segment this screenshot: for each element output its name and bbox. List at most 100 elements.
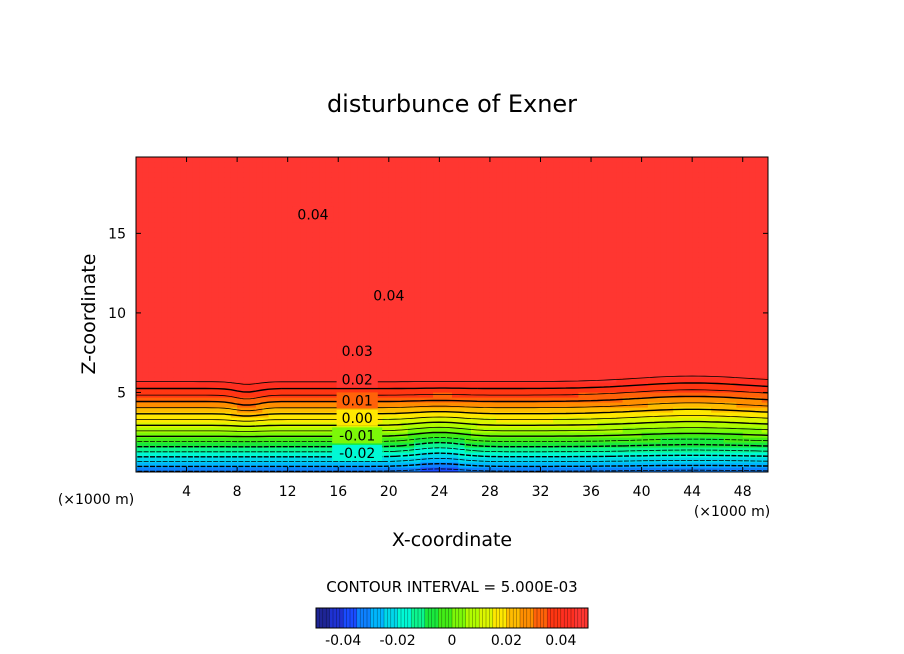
field-cell — [319, 282, 327, 288]
field-cell — [199, 387, 207, 393]
field-cell — [527, 187, 535, 193]
field-cell — [275, 447, 282, 453]
field-cell — [154, 242, 162, 248]
field-cell — [199, 322, 207, 328]
field-cell — [496, 307, 504, 313]
field-cell — [426, 462, 434, 468]
field-cell — [350, 217, 358, 223]
field-cell — [230, 202, 238, 208]
field-cell — [445, 222, 453, 228]
field-cell — [470, 347, 478, 353]
field-cell — [376, 407, 384, 413]
field-cell — [211, 392, 219, 398]
field-cell — [578, 272, 586, 278]
field-cell — [199, 332, 207, 338]
field-cell — [477, 332, 485, 338]
field-cell — [173, 227, 181, 233]
field-cell — [426, 182, 434, 188]
field-cell — [211, 272, 219, 278]
field-cell — [192, 257, 200, 263]
field-cell — [401, 237, 409, 243]
field-cell — [237, 237, 245, 243]
field-cell — [439, 327, 447, 333]
field-cell — [565, 287, 573, 293]
field-cell — [173, 167, 181, 173]
field-cell — [496, 267, 504, 273]
field-cell — [230, 367, 238, 373]
field-cell — [287, 467, 295, 472]
field-cell — [186, 337, 194, 343]
field-cell — [483, 437, 491, 443]
field-cell — [578, 397, 586, 403]
field-cell — [237, 302, 245, 308]
field-cell — [306, 377, 314, 383]
field-cell — [300, 192, 308, 198]
field-cell — [205, 362, 213, 368]
field-cell — [420, 412, 428, 418]
field-cell — [287, 297, 295, 303]
field-cell — [433, 167, 440, 173]
field-cell — [300, 357, 308, 363]
field-cell — [237, 217, 245, 223]
field-cell — [312, 172, 320, 178]
field-cell — [553, 362, 561, 368]
field-cell — [414, 287, 421, 293]
field-cell — [161, 247, 169, 253]
field-cell — [597, 412, 605, 418]
field-cell — [534, 192, 542, 198]
field-cell — [218, 202, 226, 208]
field-cell — [363, 297, 371, 303]
field-cell — [312, 432, 320, 438]
field-cell — [325, 247, 333, 253]
field-cell — [287, 402, 295, 408]
field-cell — [597, 347, 605, 353]
field-cell — [433, 447, 440, 453]
field-cell — [376, 192, 384, 198]
field-cell — [294, 187, 301, 193]
field-cell — [338, 167, 346, 173]
field-cell — [142, 282, 150, 288]
field-cell — [243, 422, 251, 428]
field-cell — [496, 192, 504, 198]
field-cell — [483, 277, 491, 283]
field-cell — [401, 302, 409, 308]
field-cell — [508, 267, 516, 273]
field-cell — [420, 262, 428, 268]
field-cell — [439, 332, 447, 338]
field-cell — [161, 457, 169, 463]
field-cell — [534, 397, 542, 403]
field-cell — [306, 262, 314, 268]
field-cell — [369, 327, 377, 333]
field-cell — [439, 157, 447, 163]
field-cell — [224, 337, 232, 343]
field-cell — [211, 177, 219, 183]
field-cell — [407, 322, 415, 328]
field-cell — [369, 407, 377, 413]
field-cell — [521, 162, 529, 168]
field-cell — [243, 157, 251, 163]
field-cell — [420, 422, 428, 428]
field-cell — [534, 297, 542, 303]
field-cell — [186, 387, 194, 393]
field-cell — [597, 392, 605, 398]
field-cell — [584, 177, 592, 183]
field-cell — [464, 372, 472, 378]
field-cell — [325, 347, 333, 353]
field-cell — [565, 262, 573, 268]
field-cell — [483, 397, 491, 403]
field-cell — [211, 302, 219, 308]
field-cell — [420, 312, 428, 318]
field-cell — [205, 197, 213, 203]
field-cell — [281, 172, 289, 178]
field-cell — [161, 187, 169, 193]
field-cell — [331, 407, 339, 413]
field-cell — [211, 397, 219, 403]
field-cell — [628, 347, 636, 353]
field-cell — [331, 242, 339, 248]
field-cell — [534, 287, 542, 293]
field-cell — [565, 167, 573, 173]
field-cell — [192, 202, 200, 208]
field-cell — [508, 367, 516, 373]
field-cell — [553, 172, 561, 178]
field-cell — [445, 192, 453, 198]
